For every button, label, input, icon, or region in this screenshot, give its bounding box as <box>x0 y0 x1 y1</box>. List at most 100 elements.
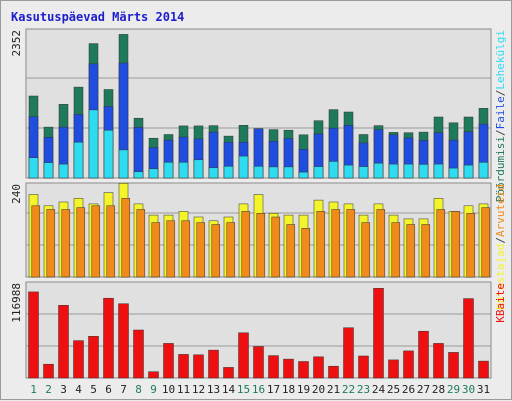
bar-hits <box>433 163 444 179</box>
bar-hits <box>313 166 324 179</box>
bar-computers <box>466 213 476 278</box>
bar-computers <box>241 211 251 278</box>
bar-hits <box>448 167 459 179</box>
bar-hits <box>163 162 174 179</box>
bar-kbytes <box>403 350 414 379</box>
bar-hits <box>133 171 144 179</box>
bar-hits <box>148 168 159 179</box>
bar-kbytes <box>103 297 114 379</box>
bar-kbytes <box>178 354 189 379</box>
x-tick-label: 25 <box>387 383 400 396</box>
bar-hits <box>178 162 189 179</box>
bar-kbytes <box>298 361 309 379</box>
bar-kbytes <box>388 359 399 379</box>
bar-kbytes <box>448 352 459 379</box>
bar-computers <box>166 220 176 278</box>
legend-2: Külastajad/Arvuteid <box>494 184 507 310</box>
y-tick-label-3: 116988 <box>10 283 23 323</box>
bar-computers <box>46 209 56 278</box>
x-tick-label: 29 <box>447 383 460 396</box>
x-tick-label: 5 <box>90 383 97 396</box>
bar-computers <box>481 207 491 278</box>
bar-kbytes <box>43 363 54 379</box>
chart-panel-2: 240 Külastajad/Arvuteid <box>10 182 507 310</box>
bar-computers <box>136 209 146 278</box>
bar-kbytes <box>463 298 474 379</box>
bar-hits <box>223 166 234 179</box>
bar-kbytes <box>133 329 144 379</box>
bar-hits <box>253 166 264 179</box>
chart-title: Kasutuspäevad Märts 2014 <box>11 10 184 24</box>
bar-computers <box>196 222 206 278</box>
bar-kbytes <box>358 355 369 379</box>
legend-entry: Arvuteid <box>494 184 507 237</box>
x-tick-label: 23 <box>357 383 370 396</box>
bar-hits <box>403 163 414 179</box>
bar-hits <box>343 164 354 179</box>
bar-computers <box>91 205 101 278</box>
bar-kbytes <box>313 356 324 379</box>
legend-entry: Külastajad <box>494 244 507 310</box>
bar-kbytes <box>328 365 339 379</box>
legend-entry: / <box>494 237 507 244</box>
bar-hits <box>283 166 294 179</box>
bar-computers <box>31 205 41 278</box>
x-tick-label: 21 <box>327 383 340 396</box>
x-tick-label: 12 <box>192 383 205 396</box>
bar-kbytes <box>28 291 39 379</box>
bar-computers <box>376 209 386 278</box>
bar-computers <box>301 228 311 278</box>
x-tick-label: 2 <box>45 383 52 396</box>
bar-hits <box>103 129 114 179</box>
bar-kbytes <box>433 343 444 379</box>
x-tick-label: 19 <box>297 383 310 396</box>
bar-computers <box>316 211 326 278</box>
bar-kbytes <box>148 371 159 379</box>
bar-hits <box>88 109 99 179</box>
bar-computers <box>151 222 161 278</box>
bar-kbytes <box>163 343 174 379</box>
bar-computers <box>76 207 86 278</box>
x-tick-label: 1 <box>30 383 37 396</box>
x-tick-label: 4 <box>75 383 82 396</box>
bar-computers <box>181 220 191 278</box>
bar-hits <box>418 164 429 179</box>
bar-computers <box>421 224 431 278</box>
bar-kbytes <box>88 336 99 379</box>
x-tick-label: 17 <box>267 383 280 396</box>
bar-kbytes <box>118 303 129 379</box>
bar-computers <box>226 222 236 278</box>
bar-kbytes <box>268 355 279 379</box>
bar-computers <box>451 211 461 278</box>
y-tick-label-2: 240 <box>10 184 23 204</box>
bar-computers <box>331 209 341 278</box>
bar-kbytes <box>373 288 384 379</box>
x-tick-label: 22 <box>342 383 355 396</box>
bar-hits <box>358 166 369 179</box>
bar-computers <box>211 224 221 278</box>
bar-computers <box>286 224 296 278</box>
bar-hits <box>208 167 219 179</box>
bar-hits <box>28 157 39 179</box>
bar-computers <box>406 224 416 278</box>
x-tick-label: 18 <box>282 383 295 396</box>
bar-kbytes <box>253 346 264 379</box>
legend-entry: Lehekülgi <box>494 30 507 90</box>
x-tick-label: 14 <box>222 383 236 396</box>
x-tick-label: 7 <box>120 383 127 396</box>
x-tick-label: 13 <box>207 383 220 396</box>
bar-kbytes <box>238 332 249 379</box>
bar-hits <box>193 159 204 179</box>
legend-entry: KBaite <box>494 283 507 323</box>
x-tick-label: 3 <box>60 383 67 396</box>
bar-hits <box>73 141 84 179</box>
bar-computers <box>361 222 371 278</box>
y-tick-label-1: 2352 <box>10 30 23 57</box>
bar-hits <box>298 171 309 179</box>
x-tick-label: 26 <box>402 383 415 396</box>
legend-entry: Faile <box>494 96 507 129</box>
legend-entry: Pöördumisi <box>494 136 507 202</box>
bar-computers <box>256 213 266 278</box>
